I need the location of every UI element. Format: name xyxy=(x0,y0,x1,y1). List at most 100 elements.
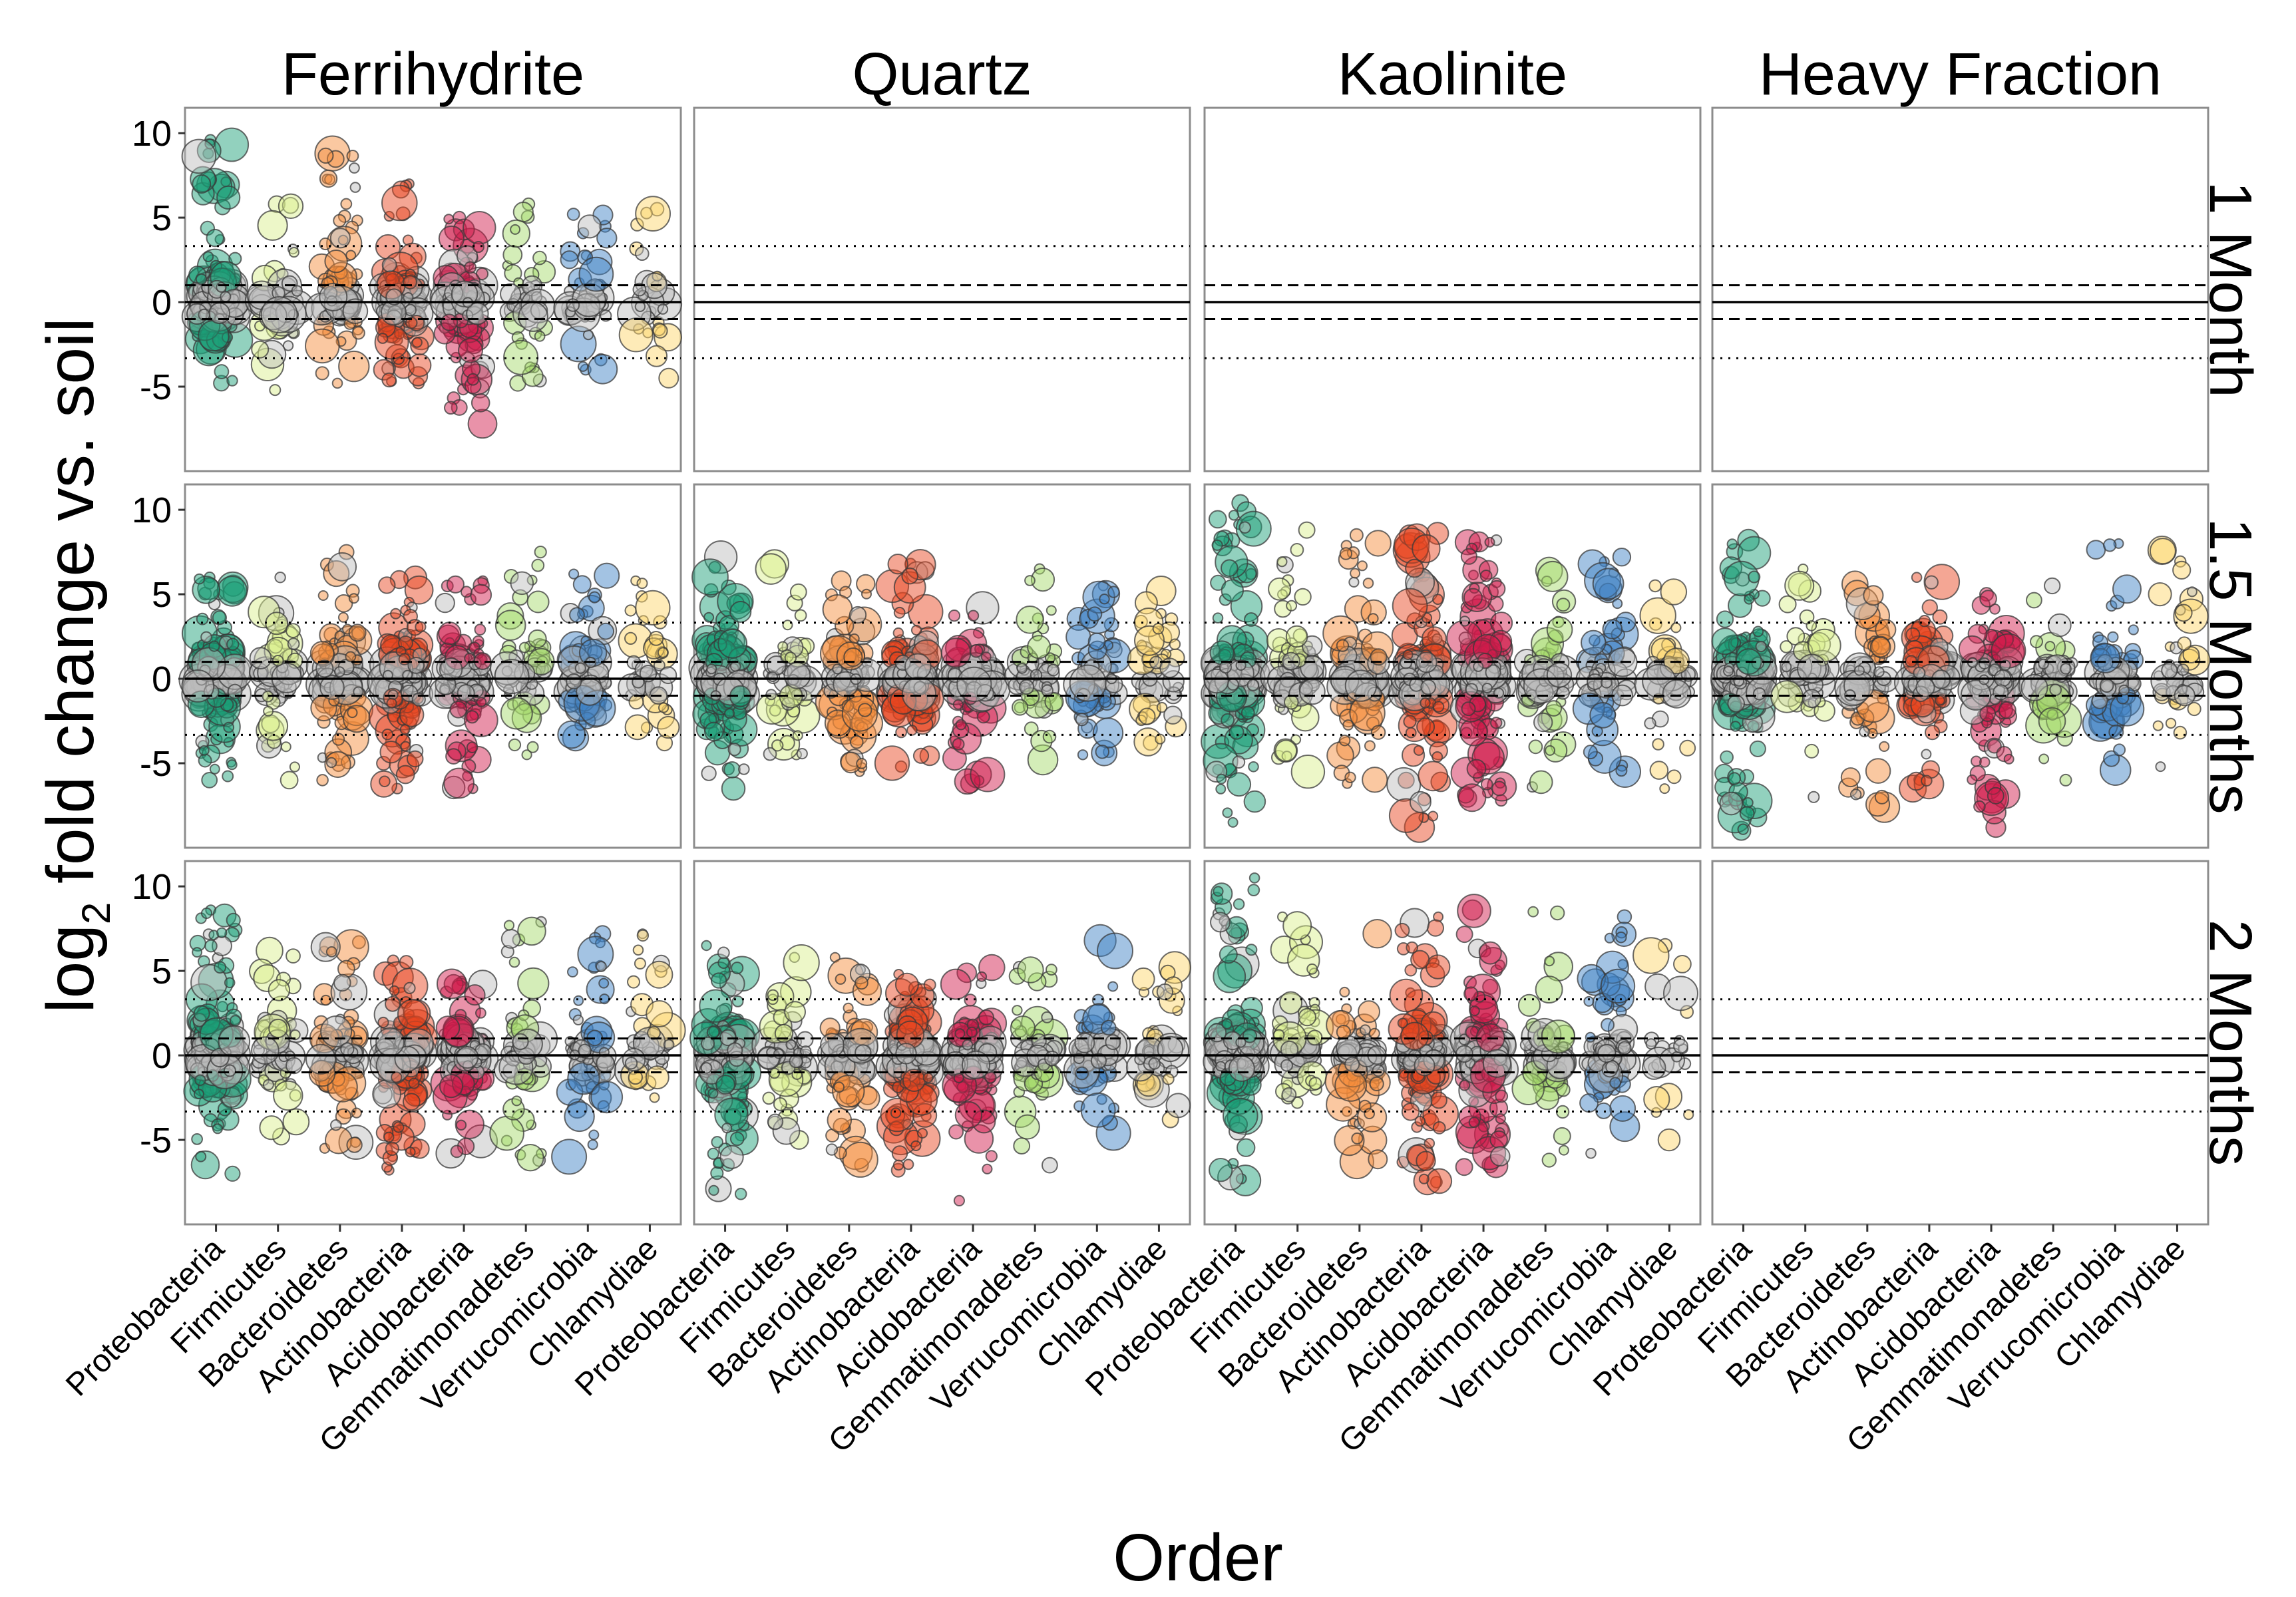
data-point xyxy=(636,578,648,590)
data-point xyxy=(1726,538,1738,550)
data-point xyxy=(286,623,301,638)
data-point xyxy=(1285,625,1308,648)
data-point xyxy=(1979,590,1997,608)
data-point xyxy=(1840,767,1861,788)
data-point xyxy=(777,641,789,652)
data-point xyxy=(320,1015,353,1047)
data-point xyxy=(257,339,287,369)
data-point xyxy=(251,340,270,359)
data-point xyxy=(717,628,748,659)
data-point xyxy=(1921,749,1932,760)
data-point xyxy=(317,147,334,164)
data-point xyxy=(379,775,391,788)
data-point xyxy=(1808,791,1820,803)
data-point xyxy=(1720,750,1734,765)
data-point xyxy=(379,741,403,764)
data-point xyxy=(843,647,863,667)
data-point xyxy=(652,323,668,339)
data-point xyxy=(703,612,715,623)
data-point xyxy=(518,641,530,653)
data-point xyxy=(1248,761,1259,773)
data-point xyxy=(1978,657,1991,669)
data-point xyxy=(198,753,212,768)
data-point xyxy=(216,927,228,939)
data-point xyxy=(2038,658,2049,669)
data-point xyxy=(1905,627,1921,642)
data-point xyxy=(393,1121,405,1133)
data-point xyxy=(224,977,236,989)
data-point xyxy=(970,757,1006,793)
data-point xyxy=(282,196,299,214)
data-point xyxy=(1012,699,1029,716)
data-point xyxy=(892,627,904,639)
data-point xyxy=(226,637,240,651)
data-point xyxy=(395,765,415,785)
data-point xyxy=(1268,577,1292,601)
data-point xyxy=(1545,745,1556,756)
data-point xyxy=(2048,613,2072,637)
data-point xyxy=(500,697,533,730)
data-point xyxy=(940,637,972,668)
data-point xyxy=(411,337,423,348)
data-point xyxy=(467,409,498,439)
data-point xyxy=(723,761,741,779)
data-point xyxy=(449,701,468,719)
data-point xyxy=(1239,521,1251,534)
data-point xyxy=(218,1025,251,1058)
data-point xyxy=(443,767,475,799)
data-point xyxy=(340,1042,355,1057)
data-point xyxy=(381,372,397,388)
data-point xyxy=(1298,521,1316,539)
facet-panel xyxy=(178,483,682,849)
data-point xyxy=(351,1107,362,1119)
data-point xyxy=(572,575,592,594)
data-point xyxy=(458,337,483,363)
data-point xyxy=(566,298,580,312)
data-point xyxy=(969,644,984,658)
data-point xyxy=(438,225,465,252)
data-point xyxy=(346,150,359,162)
data-point xyxy=(976,710,990,724)
data-point xyxy=(2118,684,2130,696)
data-point xyxy=(381,184,418,222)
data-point xyxy=(1284,694,1299,710)
data-point xyxy=(1221,579,1244,602)
data-point xyxy=(289,761,300,773)
data-point xyxy=(1228,510,1240,521)
data-point xyxy=(1349,528,1364,542)
data-point xyxy=(729,661,741,672)
data-point xyxy=(475,1007,486,1019)
data-point xyxy=(955,719,967,731)
data-point xyxy=(193,1005,210,1022)
data-point xyxy=(272,286,286,300)
data-point xyxy=(2165,717,2177,729)
data-point xyxy=(326,150,345,168)
data-point xyxy=(657,647,669,658)
data-point xyxy=(198,319,230,352)
data-point xyxy=(658,367,679,389)
data-point xyxy=(257,210,288,241)
data-point xyxy=(2172,560,2192,580)
data-point xyxy=(229,1015,242,1027)
data-point xyxy=(729,601,752,623)
data-point xyxy=(1781,661,1792,673)
data-point xyxy=(1065,624,1091,650)
data-point xyxy=(443,214,455,225)
data-point xyxy=(1357,560,1368,572)
data-point xyxy=(904,653,932,681)
data-point xyxy=(1299,678,1326,705)
data-point xyxy=(1229,724,1244,740)
data-point xyxy=(2060,663,2072,675)
data-point xyxy=(331,377,343,389)
data-point xyxy=(1918,615,1931,627)
data-point xyxy=(1874,789,1889,804)
panel-border xyxy=(1203,106,1702,472)
data-point xyxy=(291,285,303,297)
data-point xyxy=(1016,606,1044,634)
data-point xyxy=(2155,761,2166,773)
data-point xyxy=(200,631,212,643)
data-point xyxy=(1208,510,1227,529)
data-point xyxy=(1241,705,1255,720)
data-point xyxy=(1216,773,1227,785)
data-point xyxy=(272,655,284,667)
